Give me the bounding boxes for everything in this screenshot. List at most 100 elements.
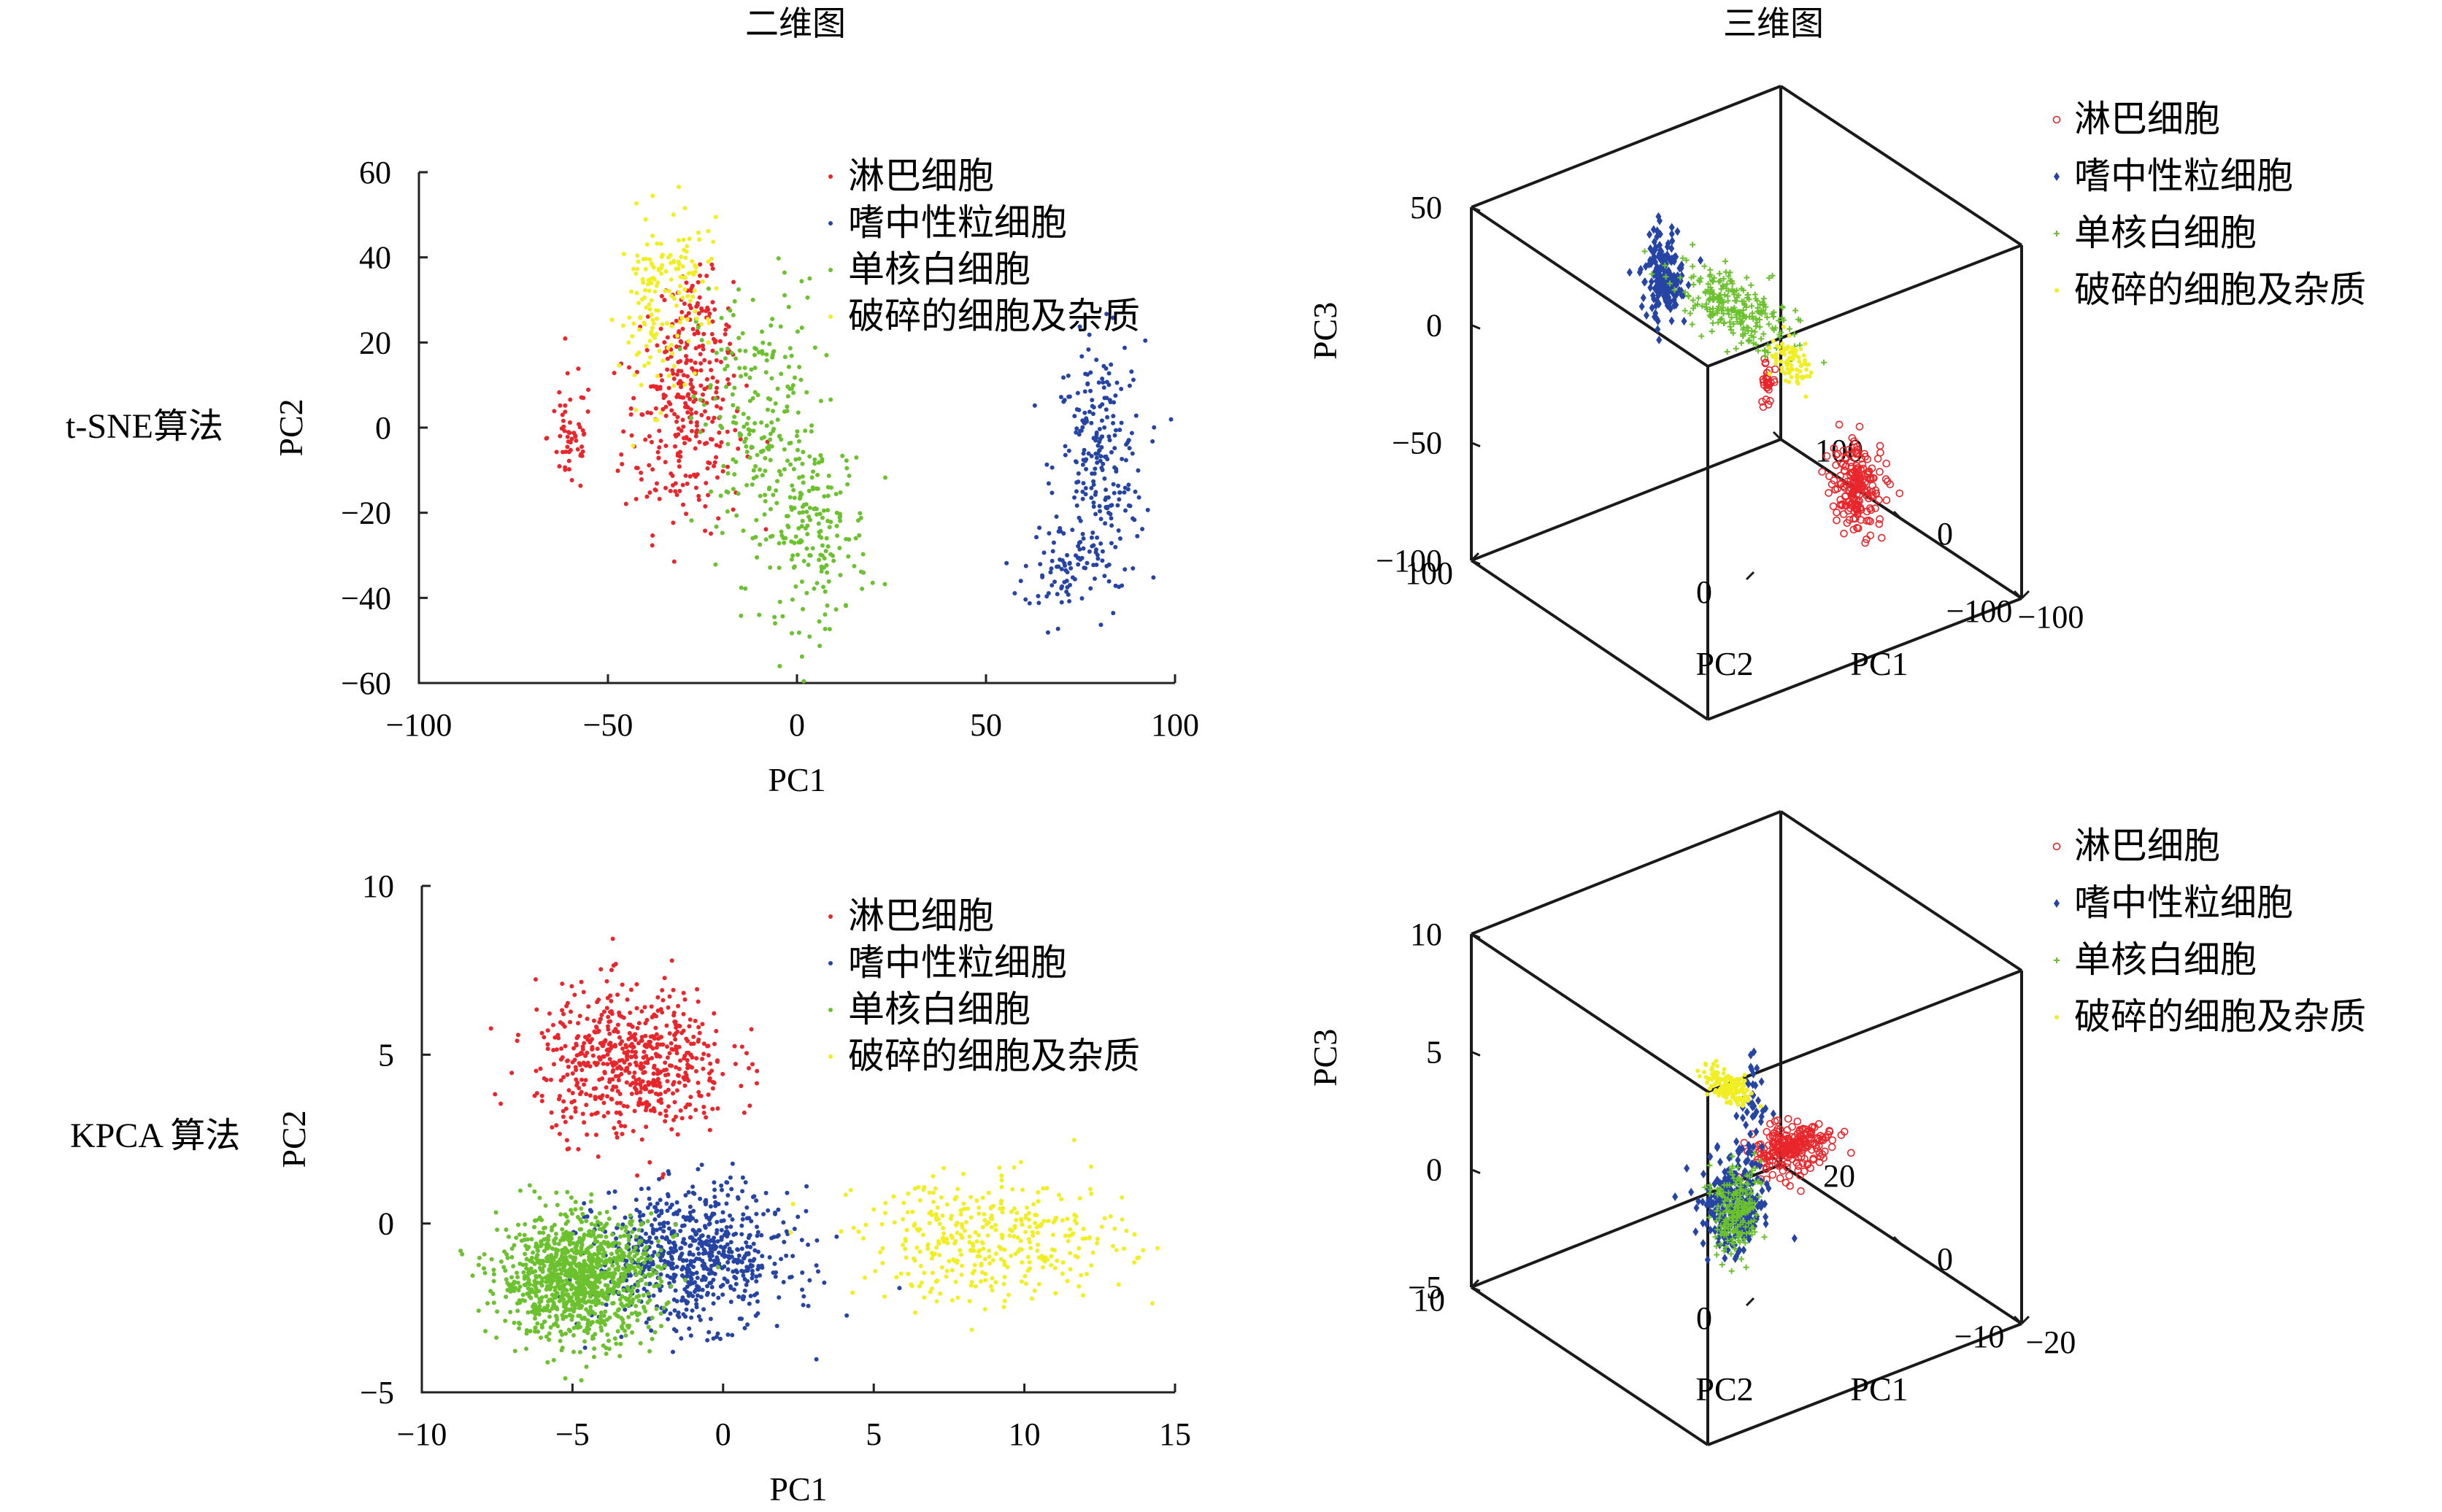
point-单核白细胞 [1690, 305, 1697, 312]
point-破碎的细胞及杂质 [1006, 1292, 1011, 1297]
point-单核白细胞 [797, 365, 802, 370]
point-破碎的细胞及杂质 [1031, 1202, 1036, 1207]
point-淋巴细胞 [588, 1064, 593, 1069]
point-嗜中性粒细胞 [681, 1258, 686, 1263]
point-淋巴细胞 [744, 383, 750, 388]
point-单核白细胞 [786, 364, 791, 369]
z-axis-title: PC3 [1306, 1029, 1344, 1087]
point-单核白细胞 [753, 463, 758, 468]
point-单核白细胞 [485, 1300, 490, 1305]
point-单核白细胞 [853, 536, 858, 541]
point-破碎的细胞及杂质 [1779, 366, 1784, 371]
point-淋巴细胞 [606, 1049, 612, 1054]
point-单核白细胞 [795, 447, 800, 452]
point-淋巴细胞 [619, 452, 624, 457]
point-单核白细胞 [737, 366, 742, 371]
point-淋巴细胞 [725, 377, 731, 382]
point-破碎的细胞及杂质 [1799, 363, 1804, 368]
point-单核白细胞 [613, 1267, 618, 1272]
point-嗜中性粒细胞 [689, 1235, 694, 1240]
point-单核白细胞 [825, 508, 831, 513]
point-单核白细胞 [782, 540, 787, 545]
point-嗜中性粒细胞 [699, 1278, 704, 1283]
point-嗜中性粒细胞 [1679, 261, 1685, 270]
point-破碎的细胞及杂质 [664, 321, 669, 326]
point-嗜中性粒细胞 [1084, 466, 1089, 471]
point-单核白细胞 [633, 1310, 639, 1315]
point-淋巴细胞 [669, 408, 674, 413]
point-淋巴细胞 [1832, 461, 1840, 469]
point-单核白细胞 [532, 1218, 537, 1223]
point-破碎的细胞及杂质 [1795, 374, 1800, 379]
point-单核白细胞 [584, 1307, 589, 1312]
point-单核白细胞 [1727, 326, 1734, 333]
point-淋巴细胞 [1830, 477, 1838, 485]
point-破碎的细胞及杂质 [644, 344, 649, 349]
point-嗜中性粒细胞 [1103, 495, 1109, 501]
point-嗜中性粒细胞 [661, 1229, 666, 1234]
x-tick-label: 0 [1937, 516, 1953, 552]
point-破碎的细胞及杂质 [1150, 1301, 1155, 1306]
point-淋巴细胞 [655, 1078, 660, 1083]
point-单核白细胞 [625, 1323, 630, 1328]
point-淋巴细胞 [693, 1069, 698, 1074]
point-嗜中性粒细胞 [715, 1331, 720, 1336]
z-tick-label: −50 [1392, 425, 1442, 461]
point-淋巴细胞 [635, 466, 640, 471]
point-淋巴细胞 [583, 1078, 588, 1083]
point-嗜中性粒细胞 [1089, 485, 1094, 490]
point-淋巴细胞 [674, 1065, 679, 1070]
point-破碎的细胞及杂质 [937, 1222, 942, 1227]
point-破碎的细胞及杂质 [1089, 1191, 1094, 1196]
point-嗜中性粒细胞 [748, 1293, 753, 1298]
point-单核白细胞 [533, 1269, 538, 1274]
point-嗜中性粒细胞 [1058, 525, 1063, 531]
point-破碎的细胞及杂质 [670, 351, 675, 356]
point-淋巴细胞 [674, 394, 679, 399]
point-破碎的细胞及杂质 [650, 263, 655, 268]
point-嗜中性粒细胞 [688, 1275, 693, 1280]
point-淋巴细胞 [733, 428, 738, 433]
point-单核白细胞 [633, 1234, 639, 1239]
point-淋巴细胞 [682, 301, 687, 306]
point-单核白细胞 [1671, 287, 1678, 293]
point-淋巴细胞 [558, 403, 563, 408]
point-淋巴细胞 [742, 1110, 747, 1115]
point-破碎的细胞及杂质 [1027, 1224, 1032, 1230]
point-淋巴细胞 [726, 324, 731, 329]
point-淋巴细胞 [666, 1104, 671, 1109]
point-单核白细胞 [1718, 296, 1725, 303]
point-破碎的细胞及杂质 [1775, 343, 1780, 348]
point-嗜中性粒细胞 [674, 1200, 679, 1205]
point-嗜中性粒细胞 [623, 1307, 628, 1312]
point-单核白细胞 [642, 1260, 647, 1265]
point-嗜中性粒细胞 [692, 1191, 697, 1196]
point-淋巴细胞 [663, 1108, 669, 1114]
point-单核白细胞 [809, 475, 814, 480]
point-淋巴细胞 [685, 1057, 690, 1062]
point-单核白细胞 [515, 1270, 520, 1276]
point-破碎的细胞及杂质 [680, 296, 685, 301]
point-淋巴细胞 [568, 447, 573, 452]
point-破碎的细胞及杂质 [982, 1257, 987, 1262]
point-淋巴细胞 [606, 1110, 611, 1115]
column-title-3d: 三维图 [1723, 5, 1824, 42]
point-破碎的细胞及杂质 [851, 1225, 856, 1230]
point-单核白细胞 [807, 276, 812, 281]
point-破碎的细胞及杂质 [692, 371, 697, 376]
point-单核白细胞 [586, 1299, 591, 1304]
point-单核白细胞 [491, 1300, 496, 1305]
point-嗜中性粒细胞 [669, 1248, 674, 1253]
point-淋巴细胞 [663, 460, 668, 465]
point-嗜中性粒细胞 [665, 1192, 670, 1197]
point-单核白细胞 [714, 524, 719, 529]
point-淋巴细胞 [620, 982, 625, 987]
point-单核白细胞 [568, 1313, 573, 1318]
point-嗜中性粒细胞 [1115, 503, 1120, 508]
point-单核白细胞 [615, 1329, 620, 1334]
point-破碎的细胞及杂质 [1054, 1215, 1059, 1220]
point-单核白细胞 [1695, 295, 1702, 301]
point-破碎的细胞及杂质 [690, 294, 696, 299]
point-破碎的细胞及杂质 [1059, 1197, 1064, 1202]
